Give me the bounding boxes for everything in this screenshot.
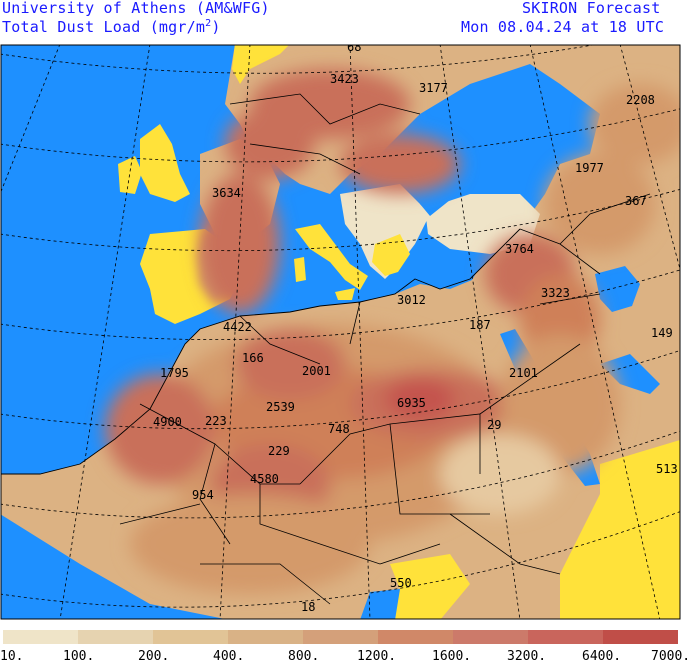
- value-label: 1977: [575, 161, 604, 175]
- value-label: 223: [205, 414, 227, 428]
- gulf-of-guinea: [1, 514, 225, 619]
- coastline: [1, 228, 521, 475]
- legend-tick: 200.: [138, 649, 169, 662]
- legend-swatch: [303, 630, 378, 644]
- forecast-name: SKIRON Forecast: [522, 0, 661, 17]
- dust-plume-balkans: [340, 134, 460, 194]
- value-label: 954: [192, 488, 214, 502]
- map-frame: [0, 44, 681, 620]
- value-label: 748: [328, 422, 350, 436]
- legend-tick: 1600.: [432, 649, 471, 662]
- value-label: 166: [242, 351, 264, 365]
- legend-tick: 800.: [288, 649, 319, 662]
- legend-swatch: [153, 630, 228, 644]
- greece: [372, 234, 410, 276]
- sicily: [335, 288, 355, 300]
- great-britain: [140, 124, 190, 202]
- value-label: 3323: [541, 286, 570, 300]
- legend-tick: 10.: [0, 649, 23, 662]
- value-label: 3177: [419, 81, 448, 95]
- legend-swatch: [603, 630, 678, 644]
- legend-swatch: [528, 630, 603, 644]
- east-africa-clean: [560, 440, 680, 619]
- value-label: 4900: [153, 415, 182, 429]
- legend-tick: 6400.: [582, 649, 621, 662]
- value-label: 2101: [509, 366, 538, 380]
- legend-tick: 400.: [213, 649, 244, 662]
- legend-tick: 3200.: [507, 649, 546, 662]
- header-org: University of Athens (AM&WFG): [2, 0, 270, 17]
- dust-load-map: 68 3423 3177 2208 1977 367 3634 3764 301…: [0, 44, 700, 620]
- southern-clean-land: [380, 554, 470, 619]
- color-legend: 10. 100. 200. 400. 800. 1200. 1600. 3200…: [0, 630, 690, 662]
- caspian-sea: [595, 266, 640, 312]
- persian-gulf: [600, 354, 660, 394]
- value-label: 3634: [212, 186, 241, 200]
- value-label: 149: [651, 326, 673, 340]
- value-label: 229: [268, 444, 290, 458]
- italy: [295, 224, 368, 290]
- product-title-exponent: 2: [205, 18, 212, 29]
- product-title-close: ): [211, 18, 221, 36]
- gulf-of-guinea-2: [360, 589, 400, 619]
- value-label: 2208: [626, 93, 655, 107]
- legend-swatch: [3, 630, 78, 644]
- value-label: 2001: [302, 364, 331, 378]
- dust-plume-sahel: [130, 494, 370, 594]
- value-label: 68: [347, 44, 361, 54]
- product-title: Total Dust Load (mgr/m2): [2, 18, 221, 36]
- graticule: [1, 45, 680, 619]
- legend-ticks: 10. 100. 200. 400. 800. 1200. 1600. 3200…: [0, 649, 690, 662]
- value-label: 3764: [505, 242, 534, 256]
- value-label: 513: [656, 462, 678, 476]
- dust-plume-morocco: [105, 374, 215, 484]
- country-borders: [119, 93, 651, 605]
- dust-plume-north: [225, 109, 315, 179]
- legend-tick: 7000.: [651, 649, 690, 662]
- value-label: 550: [390, 576, 412, 590]
- value-label: 2539: [266, 400, 295, 414]
- value-label: 4422: [223, 320, 252, 334]
- legend-tick: 1200.: [357, 649, 396, 662]
- value-label: 1795: [160, 366, 189, 380]
- legend-swatch: [78, 630, 153, 644]
- dust-plume-iran: [590, 84, 680, 164]
- scandinavia: [232, 45, 289, 84]
- sardinia: [294, 257, 306, 282]
- value-label: 367: [625, 194, 647, 208]
- value-label: 6935: [397, 396, 426, 410]
- valid-time: Mon 08.04.24 at 18 UTC: [461, 18, 665, 36]
- legend-swatch: [378, 630, 453, 644]
- dust-plume-algeria: [235, 329, 345, 399]
- black-sea: [420, 139, 510, 216]
- legend-swatch: [228, 630, 303, 644]
- value-label: 3423: [330, 72, 359, 86]
- legend-swatches: [3, 630, 678, 644]
- dust-plume-arabia: [500, 334, 620, 474]
- ireland: [118, 156, 142, 194]
- value-label: 29: [487, 418, 501, 432]
- balkans: [340, 184, 430, 279]
- dust-plume-caspian: [545, 154, 655, 254]
- value-label: 4580: [250, 472, 279, 486]
- value-label: 3012: [397, 293, 426, 307]
- east-coast-sea: [680, 504, 700, 620]
- product-title-text: Total Dust Load (mgr/m: [2, 18, 206, 36]
- east-med: [360, 270, 478, 302]
- value-labels: 68 3423 3177 2208 1977 367 3634 3764 301…: [153, 44, 678, 614]
- dust-plume-iberia: [200, 174, 280, 314]
- value-label: 187: [469, 318, 491, 332]
- legend-swatch: [453, 630, 528, 644]
- value-label: 18: [301, 600, 315, 614]
- legend-tick: 100.: [63, 649, 94, 662]
